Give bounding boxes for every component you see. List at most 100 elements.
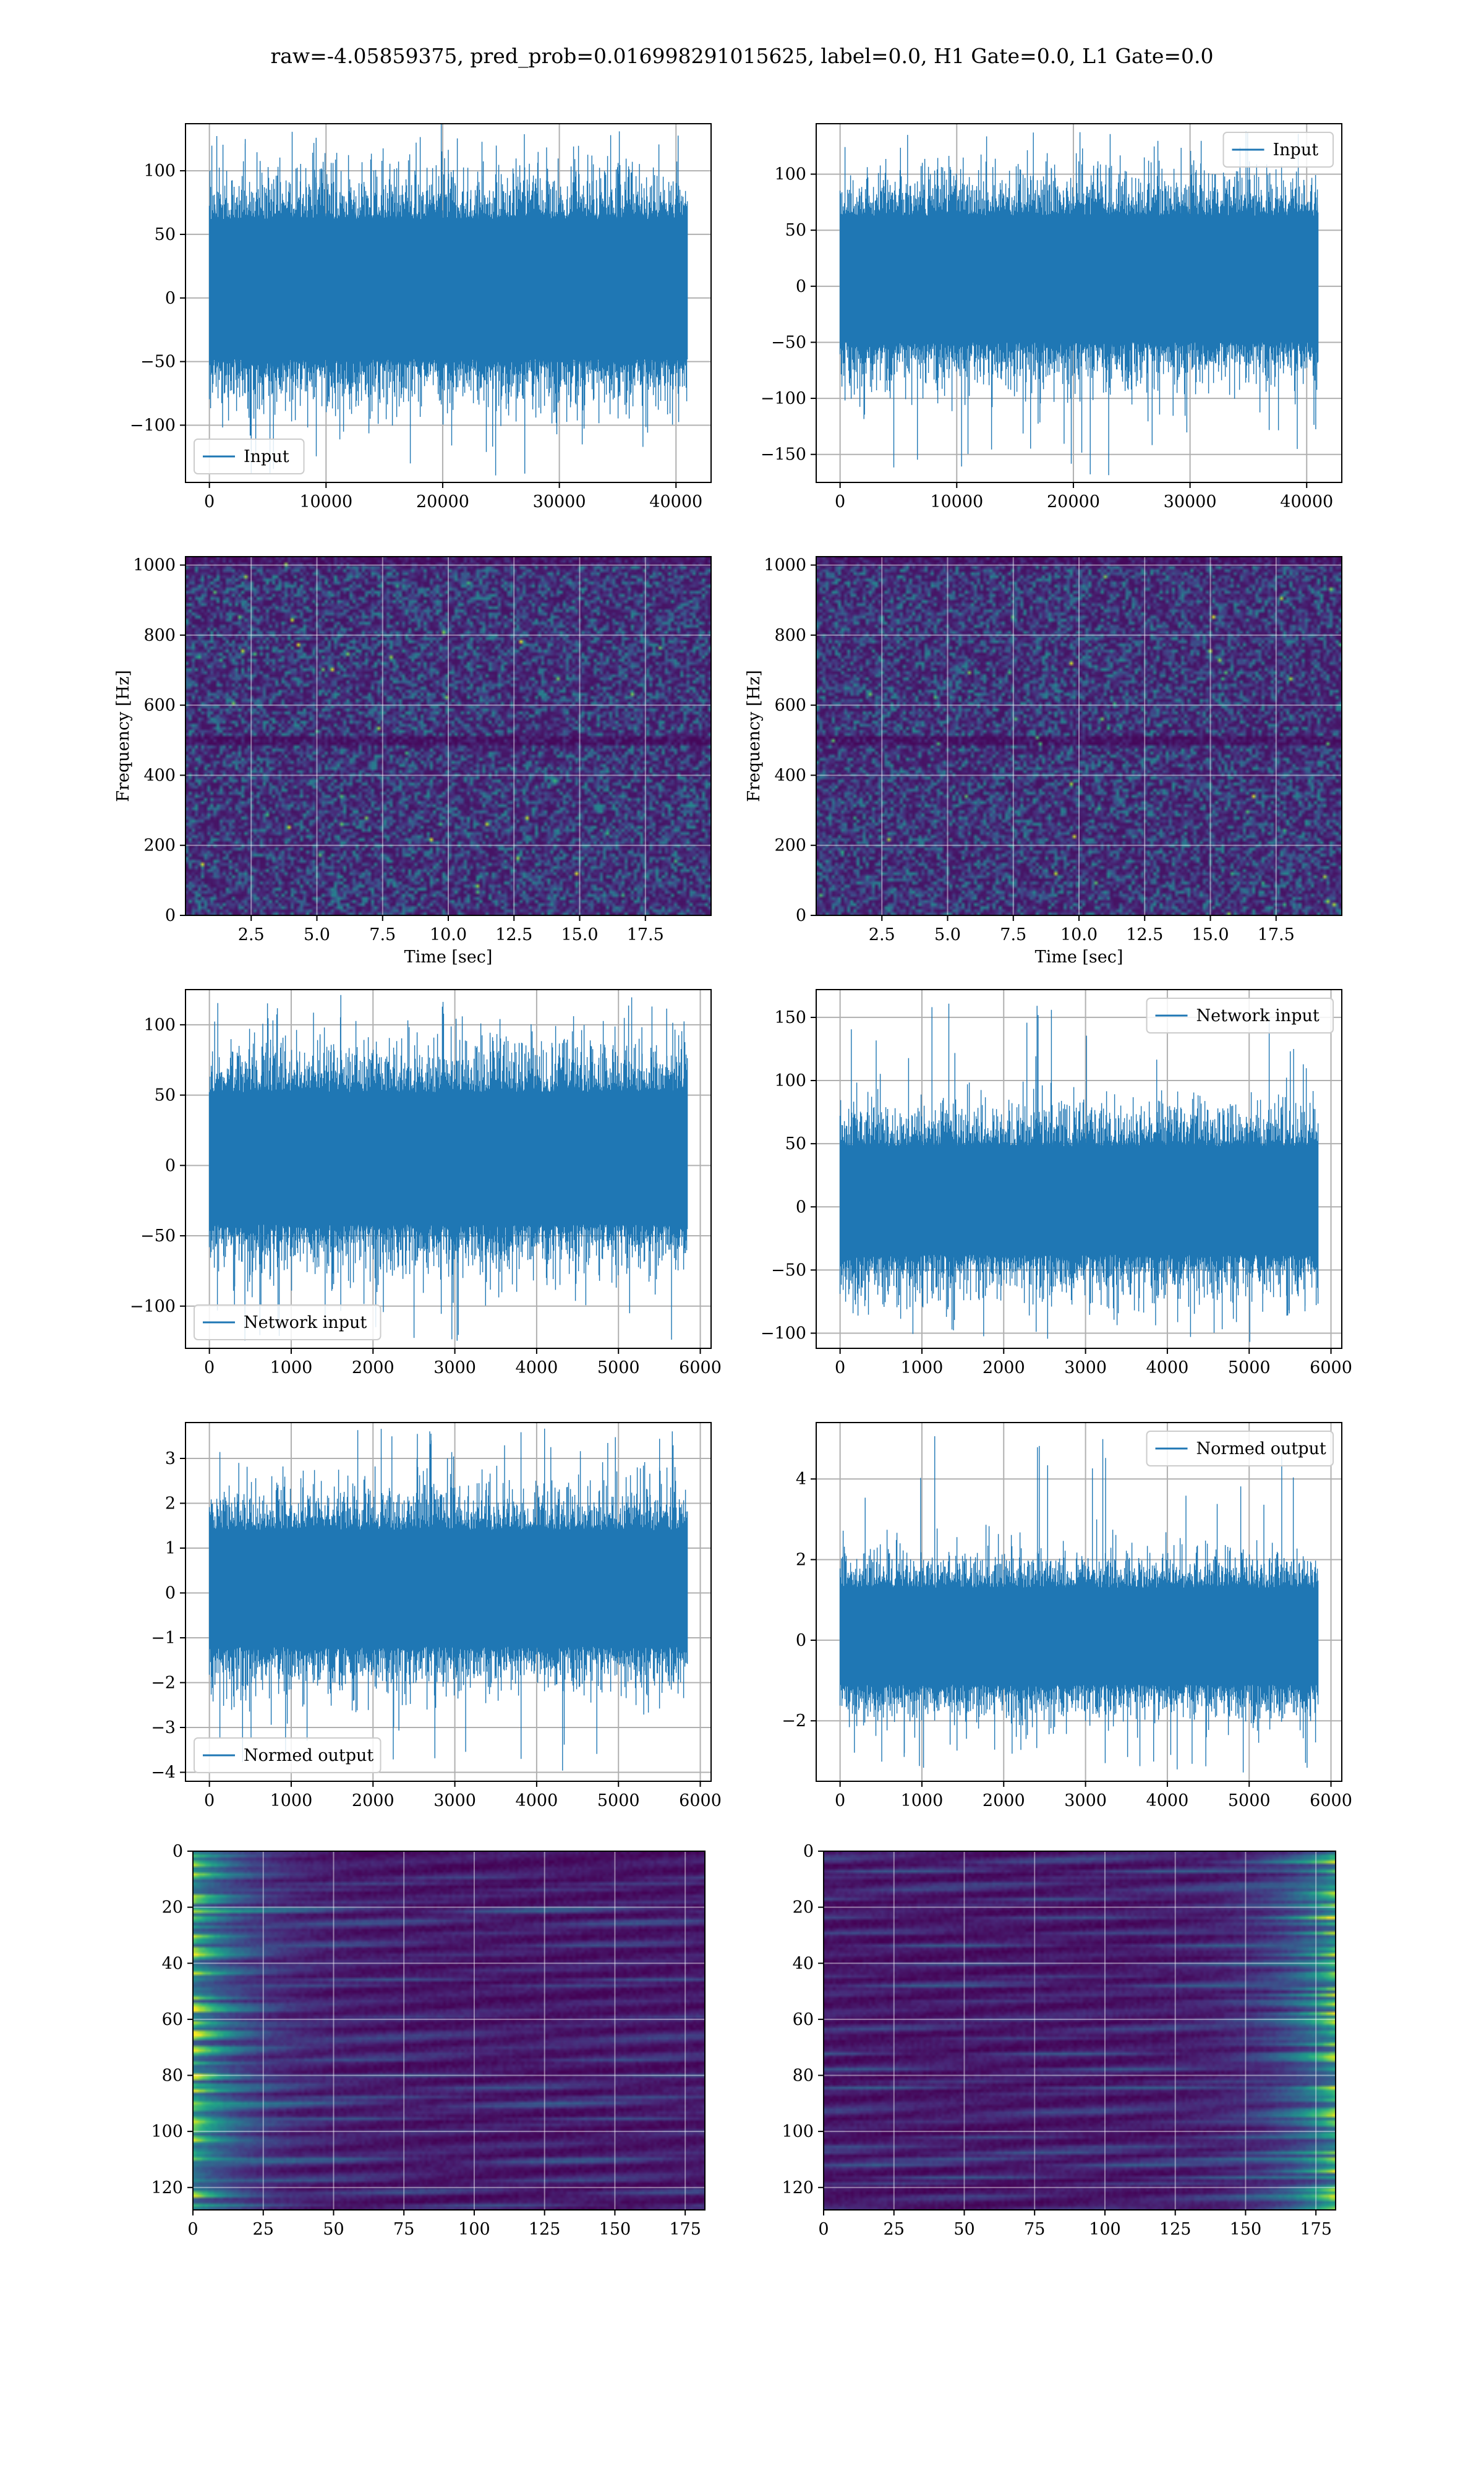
y-tick-label: 200	[774, 836, 806, 855]
y-tick-label: 40	[162, 1954, 183, 1973]
x-tick-label: 30000	[1164, 492, 1217, 511]
x-tick-label: 2000	[983, 1358, 1025, 1377]
y-tick-label: −50	[140, 1226, 176, 1246]
axes-frame	[816, 123, 1342, 483]
axes-l1-normed: 0 1000 2000 3000 4000 5000 6000 −2 0 2 4 Normed out…	[782, 1422, 1352, 1810]
y-tick-label: 40	[793, 1954, 814, 1973]
y-tick-label: 800	[774, 626, 806, 645]
legend: Network input	[194, 1304, 382, 1340]
y-tick-label: −4	[151, 1763, 176, 1783]
x-tick-label: 0	[835, 1358, 845, 1377]
y-tick-label: 0	[803, 1842, 814, 1861]
y-tick-label: 100	[151, 2122, 183, 2141]
x-tick-label: 1000	[270, 1791, 313, 1810]
x-tick-label: 10000	[299, 492, 352, 511]
axes-h1-spec: 2.5 5.0 7.5 10.0 12.5 15.0 17.5 0 200 400 600 800 10…	[114, 556, 712, 967]
x-tick-label: 0	[835, 492, 845, 511]
x-tick-label: 2000	[352, 1358, 394, 1377]
heatmap-image	[186, 557, 711, 915]
legend: Input	[1222, 132, 1334, 168]
x-tick-label: 100	[1089, 2220, 1121, 2239]
legend-box	[1146, 1431, 1334, 1466]
x-tick-label: 3000	[1064, 1791, 1107, 1810]
legend: Network input	[1146, 998, 1334, 1034]
heatmap-image	[816, 557, 1342, 915]
series-network-input-line	[208, 995, 688, 1341]
y-tick-label: −100	[761, 1324, 806, 1343]
x-axis-label: Time [sec]	[404, 948, 493, 967]
x-tick-label: 6000	[1310, 1791, 1352, 1810]
x-tick-label: 5000	[597, 1358, 640, 1377]
x-tick-label: 125	[529, 2220, 561, 2239]
x-tick-label: 3000	[433, 1358, 476, 1377]
x-tick-label: 15.0	[561, 925, 598, 944]
x-tick-label: 40000	[1280, 492, 1333, 511]
x-tick-label: 175	[1300, 2220, 1332, 2239]
y-axis-label: Frequency [Hz]	[114, 670, 133, 802]
x-tick-label: 0	[835, 1791, 845, 1810]
x-tick-label: 125	[1159, 2220, 1192, 2239]
axes-frame	[823, 1851, 1336, 2211]
y-tick-label: 50	[785, 1134, 806, 1154]
legend-label: Network input	[1196, 1006, 1320, 1025]
x-tick-label: 10000	[930, 492, 983, 511]
x-tick-label: 1000	[901, 1791, 944, 1810]
x-tick-label: 0	[818, 2220, 829, 2239]
x-tick-label: 75	[1024, 2220, 1045, 2239]
x-tick-label: 4000	[516, 1791, 558, 1810]
x-tick-label: 10.0	[430, 925, 467, 944]
heatmap-image	[824, 1851, 1336, 2210]
x-tick-label: 25	[253, 2220, 274, 2239]
x-tick-label: 5000	[1228, 1791, 1271, 1810]
y-tick-label: 80	[793, 2066, 814, 2086]
x-tick-label: 0	[204, 492, 215, 511]
y-tick-label: −100	[130, 416, 176, 435]
legend-label: Input	[244, 447, 289, 466]
legend-box	[194, 1737, 382, 1773]
series-normed-output-line	[839, 1436, 1319, 1773]
x-tick-label: 40000	[649, 492, 702, 511]
legend: Input	[194, 439, 305, 474]
x-tick-label: 0	[204, 1358, 215, 1377]
x-tick-label: 6000	[679, 1358, 722, 1377]
x-tick-label: 50	[953, 2220, 974, 2239]
legend-label: Normed output	[244, 1746, 373, 1765]
y-tick-label: 3	[165, 1449, 176, 1468]
x-tick-label: 175	[669, 2220, 701, 2239]
axes-frame	[816, 989, 1342, 1349]
axes-h1-input: 0 10000 20000 30000 40000 −100 −50 0 50 100 Input	[130, 123, 712, 511]
x-tick-label: 3000	[433, 1791, 476, 1810]
y-tick-label: 0	[796, 906, 806, 925]
axes-l1-features: 0 25 50 75 100 125 150 175 0 20 40 60 80 100 120	[782, 1842, 1336, 2239]
series-normed-output-line	[208, 1428, 688, 1771]
x-tick-label: 1000	[901, 1358, 944, 1377]
x-tick-label: 17.5	[627, 925, 664, 944]
heatmap-image	[193, 1851, 705, 2210]
y-tick-label: −50	[140, 353, 176, 372]
axes-l1-spec: 2.5 5.0 7.5 10.0 12.5 15.0 17.5 0 200 400 600 800 10…	[744, 556, 1342, 967]
x-tick-label: 25	[884, 2220, 905, 2239]
x-tick-label: 12.5	[1126, 925, 1163, 944]
x-tick-label: 4000	[516, 1358, 558, 1377]
legend-box	[194, 1304, 382, 1340]
x-tick-label: 12.5	[495, 925, 532, 944]
series-input-line	[839, 131, 1319, 476]
x-tick-label: 4000	[1146, 1791, 1189, 1810]
y-tick-label: 20	[793, 1898, 814, 1917]
x-tick-label: 30000	[533, 492, 586, 511]
y-tick-label: 60	[162, 2010, 183, 2029]
x-tick-label: 20000	[416, 492, 469, 511]
y-tick-label: 1	[165, 1539, 176, 1558]
series-network-input-line	[839, 1003, 1319, 1342]
x-tick-label: 150	[1230, 2220, 1262, 2239]
y-tick-label: −1	[151, 1629, 176, 1648]
y-tick-label: 50	[155, 1086, 176, 1105]
x-tick-label: 4000	[1146, 1358, 1189, 1377]
y-tick-label: 80	[162, 2066, 183, 2086]
x-tick-label: 2000	[352, 1791, 394, 1810]
y-tick-label: 100	[774, 1071, 806, 1090]
y-tick-label: −100	[761, 389, 806, 408]
axes-h1-features: 0 25 50 75 100 125 150 175 0 20 40 60 80 100 120	[151, 1842, 706, 2239]
x-tick-label: 100	[458, 2220, 490, 2239]
